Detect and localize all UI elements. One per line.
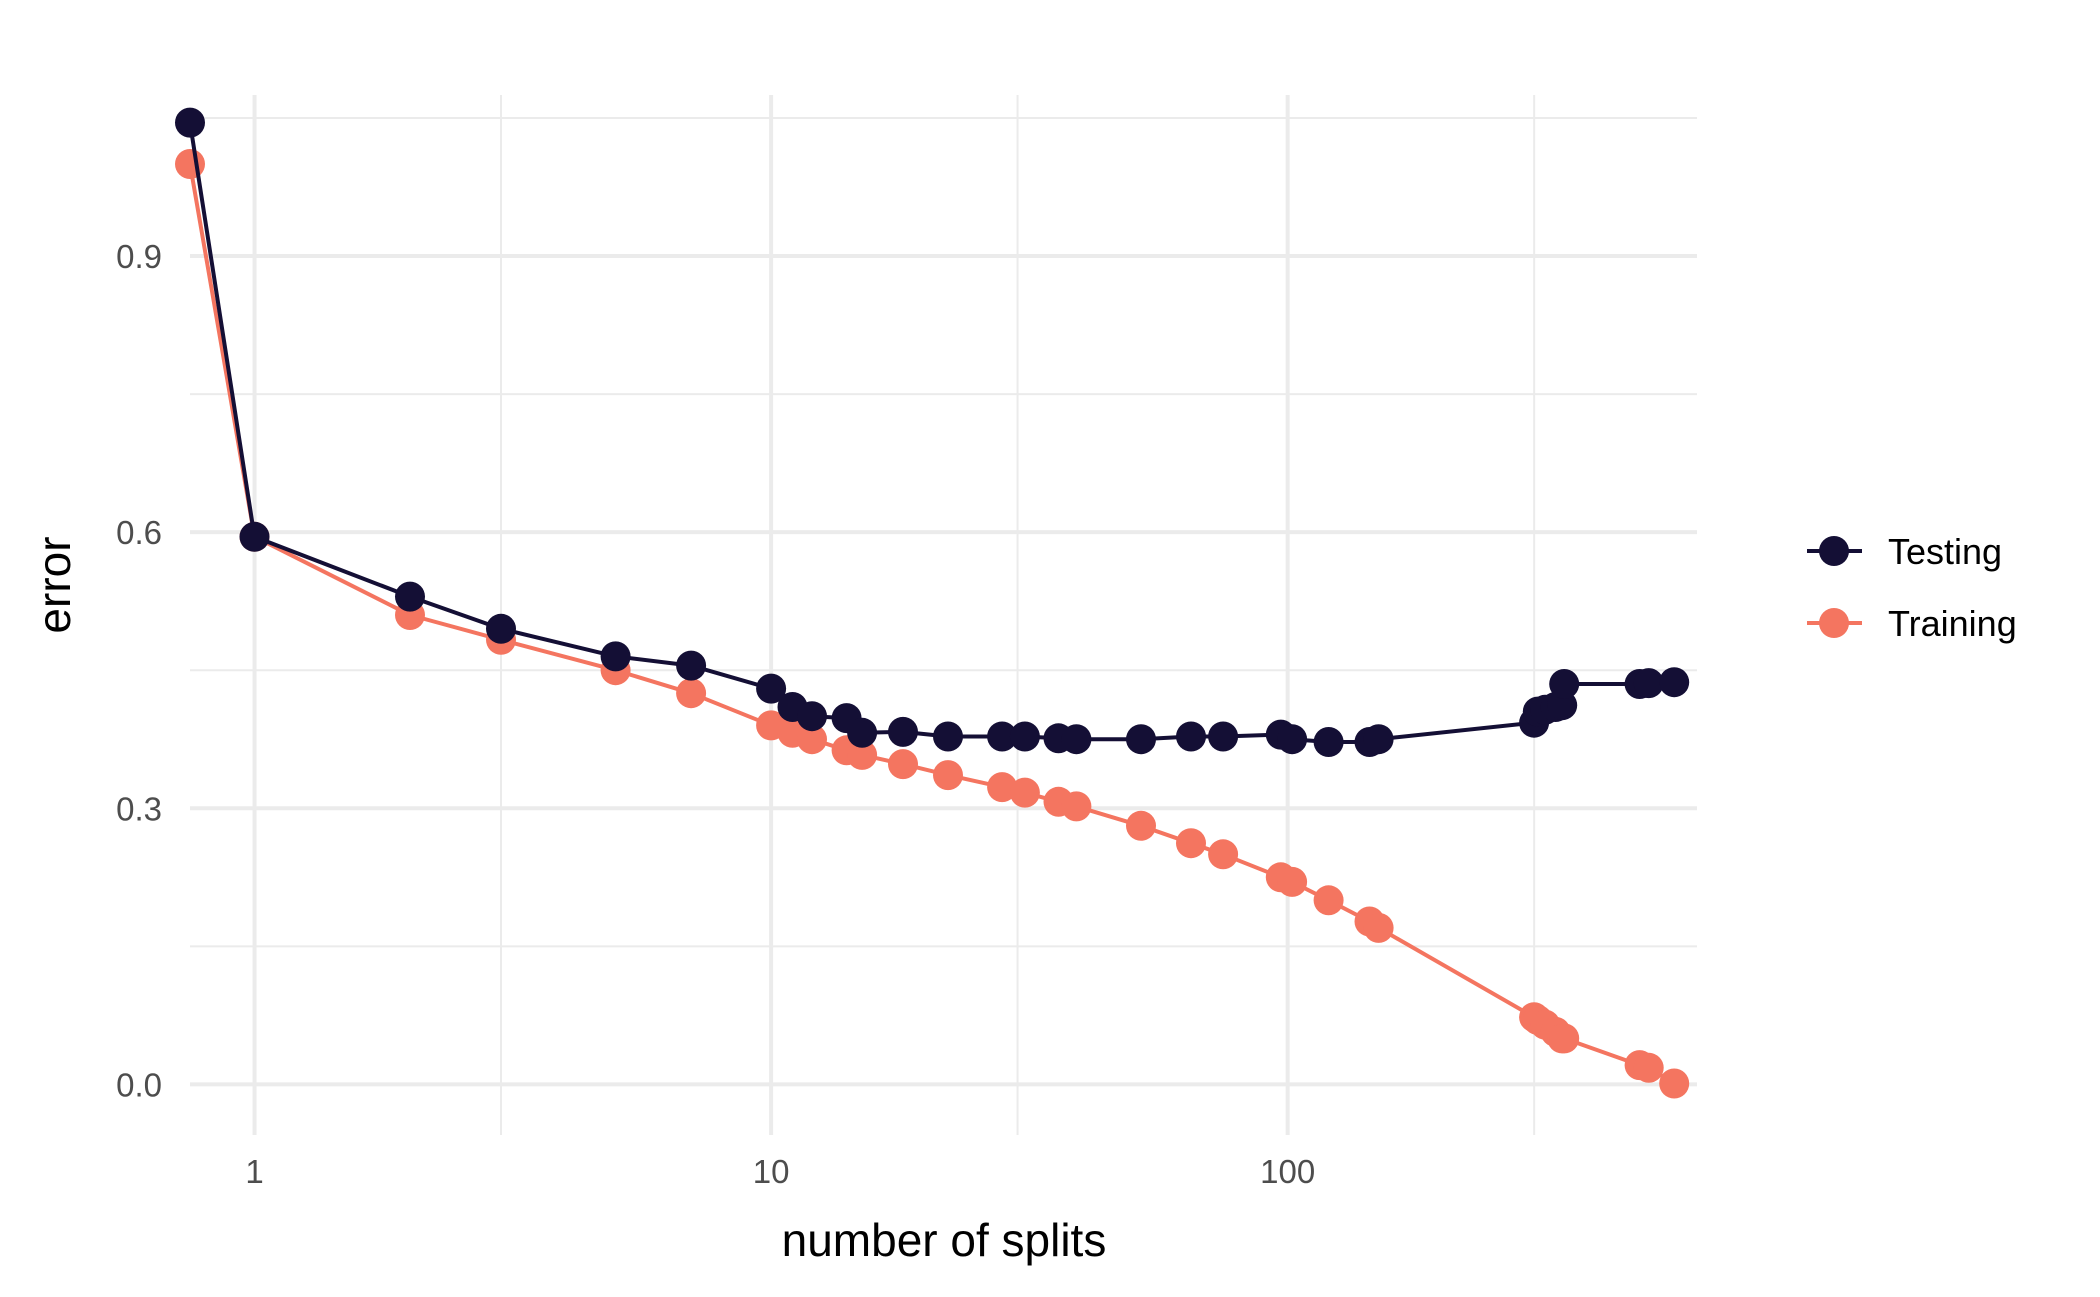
x-axis-tick-labels: 1 10 100: [245, 1153, 1315, 1190]
testing-point: [239, 521, 270, 552]
testing-point: [395, 581, 425, 612]
testing-point: [933, 721, 963, 752]
x-tick-label: 10: [753, 1153, 790, 1190]
series-layer: [175, 107, 1690, 1099]
training-point: [1009, 777, 1040, 808]
testing-point: [486, 613, 516, 644]
testing-point: [676, 650, 707, 681]
major-gridlines: [190, 95, 1697, 1135]
training-point: [1659, 1068, 1690, 1099]
testing-point: [1126, 724, 1156, 755]
testing-point: [1313, 727, 1344, 757]
y-tick-label: 0.6: [116, 514, 162, 551]
y-tick-label: 0.0: [116, 1066, 162, 1103]
x-tick-label: 100: [1260, 1153, 1315, 1190]
series-testing: [175, 107, 1690, 757]
x-tick-label: 1: [245, 1153, 263, 1190]
training-point: [1313, 885, 1344, 916]
training-point: [1176, 828, 1206, 859]
testing-point: [1277, 724, 1308, 755]
legend-label: Training: [1888, 603, 2017, 644]
training-point: [933, 760, 963, 791]
testing-point: [175, 107, 205, 138]
training-point: [987, 772, 1018, 803]
training-point: [1549, 1023, 1580, 1054]
x-axis-title: number of splits: [782, 1214, 1107, 1266]
testing-point: [1061, 724, 1092, 755]
minor-gridlines: [190, 95, 1697, 1135]
training-point: [676, 678, 707, 709]
training-point: [175, 149, 205, 179]
training-point: [1277, 866, 1308, 897]
testing-point: [1208, 721, 1239, 752]
series-training: [175, 149, 1690, 1099]
legend-key-point: [1819, 536, 1849, 566]
testing-point: [1549, 669, 1580, 699]
testing-point: [797, 701, 827, 732]
training-point: [1126, 810, 1156, 841]
testing-point: [756, 673, 787, 704]
testing-point: [987, 721, 1018, 752]
testing-point: [847, 717, 878, 748]
legend-label: Testing: [1888, 531, 2002, 572]
testing-point: [1176, 721, 1206, 752]
legend: Testing Training: [1807, 531, 2017, 644]
testing-point: [600, 641, 631, 672]
y-axis-title: error: [28, 536, 80, 633]
testing-point: [1363, 724, 1394, 755]
training-point: [1363, 912, 1394, 943]
testing-point: [888, 716, 918, 747]
testing-point: [1659, 667, 1690, 698]
y-axis-tick-labels: 0.0 0.3 0.6 0.9: [116, 238, 162, 1103]
legend-item-testing: Testing: [1807, 531, 2002, 572]
testing-point: [1633, 668, 1664, 699]
training-point: [1061, 791, 1092, 822]
training-point: [888, 749, 918, 780]
testing-point: [1009, 721, 1040, 752]
y-tick-label: 0.9: [116, 238, 162, 275]
y-tick-label: 0.3: [116, 790, 162, 827]
training-point: [1208, 839, 1239, 870]
legend-key-point: [1819, 608, 1849, 638]
legend-item-training: Training: [1807, 603, 2017, 644]
training-point: [1633, 1052, 1664, 1083]
training-point: [847, 739, 878, 770]
training-point: [797, 724, 827, 755]
